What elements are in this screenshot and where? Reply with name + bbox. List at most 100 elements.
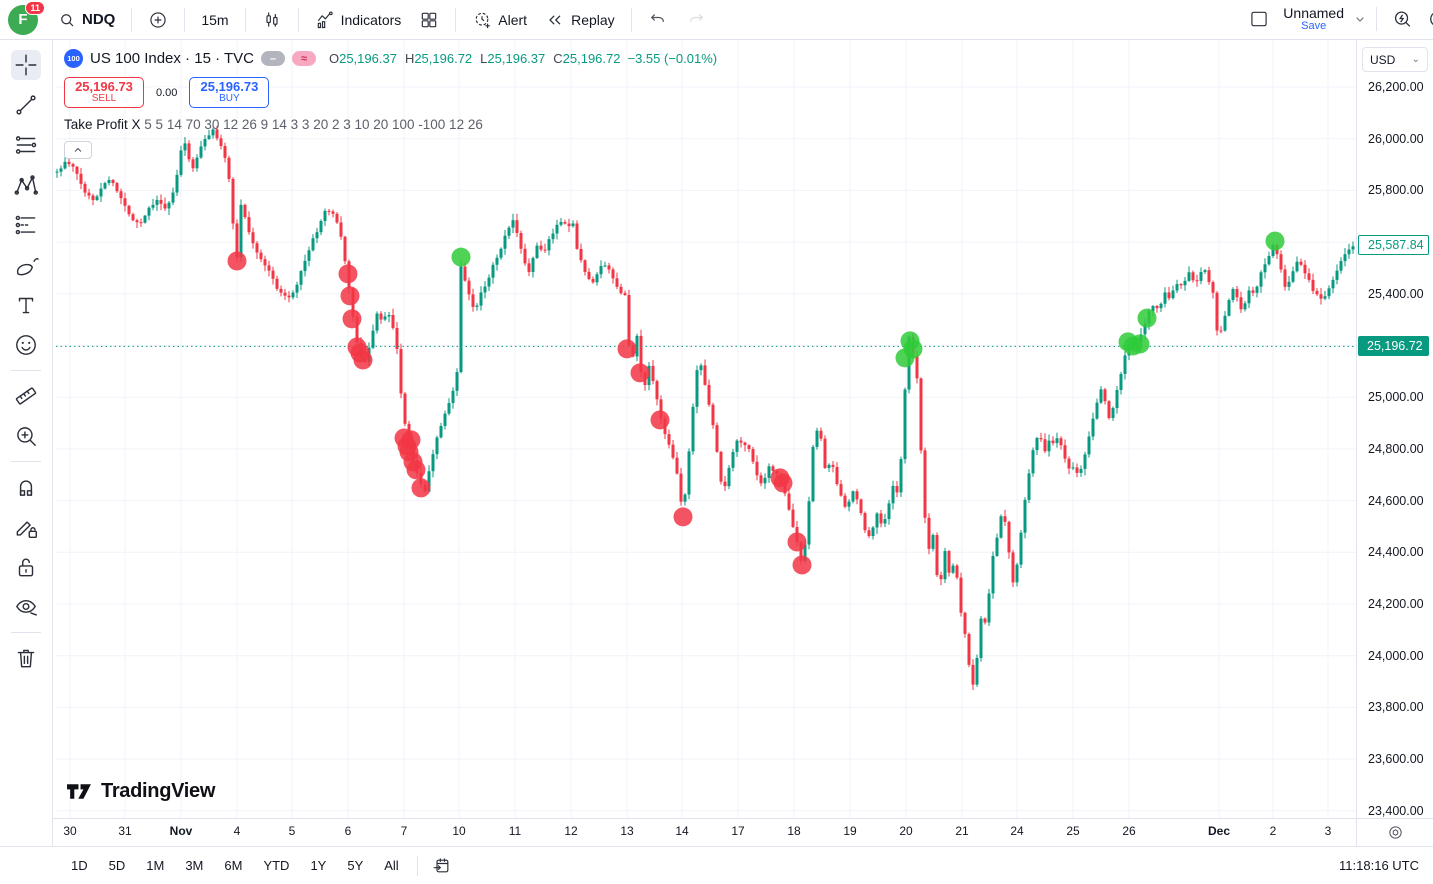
price-scale[interactable]: USD ⌄ 26,200.0026,000.0025,800.0025,600.… xyxy=(1356,40,1433,818)
zoom-in-tool[interactable] xyxy=(11,421,41,451)
sell-marker[interactable] xyxy=(340,286,360,306)
approx-data-pill[interactable]: ≈ xyxy=(291,51,316,66)
projection-tool[interactable] xyxy=(11,210,41,240)
buy-marker[interactable] xyxy=(1137,308,1157,328)
buy-marker[interactable] xyxy=(903,339,923,359)
indicator-templates-button[interactable] xyxy=(411,6,447,34)
lock-all-tool[interactable] xyxy=(11,552,41,582)
sell-marker[interactable] xyxy=(406,460,426,480)
last-price-tag[interactable]: 25,587.84 xyxy=(1358,235,1429,256)
range-button-all[interactable]: All xyxy=(384,858,399,873)
buy-marker[interactable] xyxy=(1265,231,1285,251)
sell-marker[interactable] xyxy=(673,507,693,527)
ruler-tool[interactable] xyxy=(11,381,41,411)
symbol-logo: 100 xyxy=(64,49,83,68)
symbol-title[interactable]: US 100 Index · 15 · TVC xyxy=(90,50,254,67)
sell-marker[interactable] xyxy=(338,264,358,284)
drawing-lock-tool[interactable] xyxy=(11,512,41,542)
clipped-edge-button[interactable] xyxy=(1421,4,1433,34)
chart-style-button[interactable] xyxy=(254,6,290,34)
trash-tool[interactable] xyxy=(11,643,41,673)
sell-marker[interactable] xyxy=(353,350,373,370)
sell-button[interactable]: 25,196.73 SELL xyxy=(64,77,144,108)
interval-label: 15m xyxy=(201,11,229,28)
sell-marker[interactable] xyxy=(630,363,650,383)
trend-line-tool[interactable] xyxy=(11,90,41,120)
text-tool[interactable] xyxy=(11,290,41,320)
time-axis-label: 24 xyxy=(1010,824,1024,838)
sell-marker[interactable] xyxy=(787,532,807,552)
time-axis-label: 21 xyxy=(955,824,969,838)
price-axis-label: 25,000.00 xyxy=(1368,390,1424,405)
quick-search-button[interactable] xyxy=(1383,4,1421,34)
interval-button[interactable]: 15m xyxy=(193,8,236,32)
sell-marker[interactable] xyxy=(411,478,431,498)
alert-button[interactable]: Alert xyxy=(464,6,535,34)
zoom-in-icon xyxy=(17,427,36,446)
buy-button[interactable]: 25,196.73 BUY xyxy=(189,77,270,108)
hide-symbol-pill[interactable]: – xyxy=(260,51,285,66)
range-button-6m[interactable]: 6M xyxy=(224,858,243,873)
sell-marker[interactable] xyxy=(617,339,637,359)
toolbar-divider xyxy=(11,370,41,371)
lock-all-icon xyxy=(18,558,34,577)
range-button-1m[interactable]: 1M xyxy=(146,858,165,873)
range-button-ytd[interactable]: YTD xyxy=(263,858,290,873)
tradingview-logo[interactable]: TradingView xyxy=(66,779,215,804)
layout-name: Unnamed xyxy=(1283,5,1344,22)
strategy-note-label: Take Profit X xyxy=(64,117,141,132)
time-axis-label: 11 xyxy=(508,824,522,838)
go-to-date-button[interactable] xyxy=(428,854,456,878)
sell-marker[interactable] xyxy=(792,555,812,575)
sell-marker[interactable] xyxy=(401,430,421,450)
drawing-toolbar xyxy=(0,40,53,846)
replay-button[interactable]: Replay xyxy=(537,6,623,34)
compare-add-symbol-button[interactable] xyxy=(140,6,176,34)
undo-button[interactable] xyxy=(640,6,676,34)
time-axis-settings[interactable] xyxy=(1356,818,1433,846)
time-axis-label: 14 xyxy=(675,824,689,838)
range-button-1y[interactable]: 1Y xyxy=(310,858,327,873)
range-button-3m[interactable]: 3M xyxy=(185,858,204,873)
magnet-icon xyxy=(19,480,33,496)
strategy-note-values: 5 5 14 70 30 12 26 9 14 3 3 20 2 3 10 20… xyxy=(144,117,483,132)
price-axis-label: 24,400.00 xyxy=(1368,545,1424,560)
quick-search-icon xyxy=(1394,11,1411,28)
redo-button[interactable] xyxy=(678,6,714,34)
trend-line-icon xyxy=(16,95,36,115)
hide-drawings-tool[interactable] xyxy=(11,592,41,622)
range-button-1d[interactable]: 1D xyxy=(71,858,88,873)
current-price-tag[interactable]: 25,196.72 xyxy=(1358,336,1429,357)
symbol-legend[interactable]: 100 US 100 Index · 15 · TVC – ≈ O25,196.… xyxy=(64,49,717,68)
layout-menu-chevron[interactable] xyxy=(1350,7,1370,31)
sell-marker[interactable] xyxy=(773,473,793,493)
buy-marker[interactable] xyxy=(1130,334,1150,354)
parallel-lines-tool[interactable] xyxy=(11,130,41,160)
toolbar-separator xyxy=(184,7,186,32)
sell-marker[interactable] xyxy=(342,309,362,329)
layout-name-button[interactable]: Unnamed Save xyxy=(1277,4,1350,34)
time-scale[interactable]: 30 31 Nov 4 5 6 7 10 11 12 13 14 17 18 19 20 21 24 25 26 Dec… xyxy=(53,818,1356,846)
indicators-button[interactable]: Indicators xyxy=(307,6,410,34)
user-avatar[interactable]: F 11 xyxy=(8,0,45,35)
crosshair-tool[interactable] xyxy=(11,50,41,80)
magnet-tool[interactable] xyxy=(11,472,41,502)
collapse-panel-button[interactable] xyxy=(64,141,92,159)
price-axis-label: 26,200.00 xyxy=(1368,80,1424,94)
range-button-5d[interactable]: 5D xyxy=(108,858,126,873)
time-axis-label: 25 xyxy=(1066,824,1080,838)
undo-icon xyxy=(650,13,664,22)
xabcd-pattern-tool[interactable] xyxy=(11,170,41,200)
emoji-tool[interactable] xyxy=(11,330,41,360)
watchlist-toggle-button[interactable] xyxy=(1241,5,1277,33)
symbol-search-button[interactable]: NDQ xyxy=(50,7,123,33)
buy-marker[interactable] xyxy=(451,247,471,267)
brush-tool[interactable] xyxy=(11,250,41,280)
currency-dropdown[interactable]: USD ⌄ xyxy=(1362,47,1428,72)
range-button-5y[interactable]: 5Y xyxy=(347,858,364,873)
save-label[interactable]: Save xyxy=(1301,20,1327,33)
session-clock[interactable]: 11:18:16 UTC xyxy=(1339,858,1419,873)
sell-marker[interactable] xyxy=(227,251,247,271)
sell-marker[interactable] xyxy=(650,410,670,430)
